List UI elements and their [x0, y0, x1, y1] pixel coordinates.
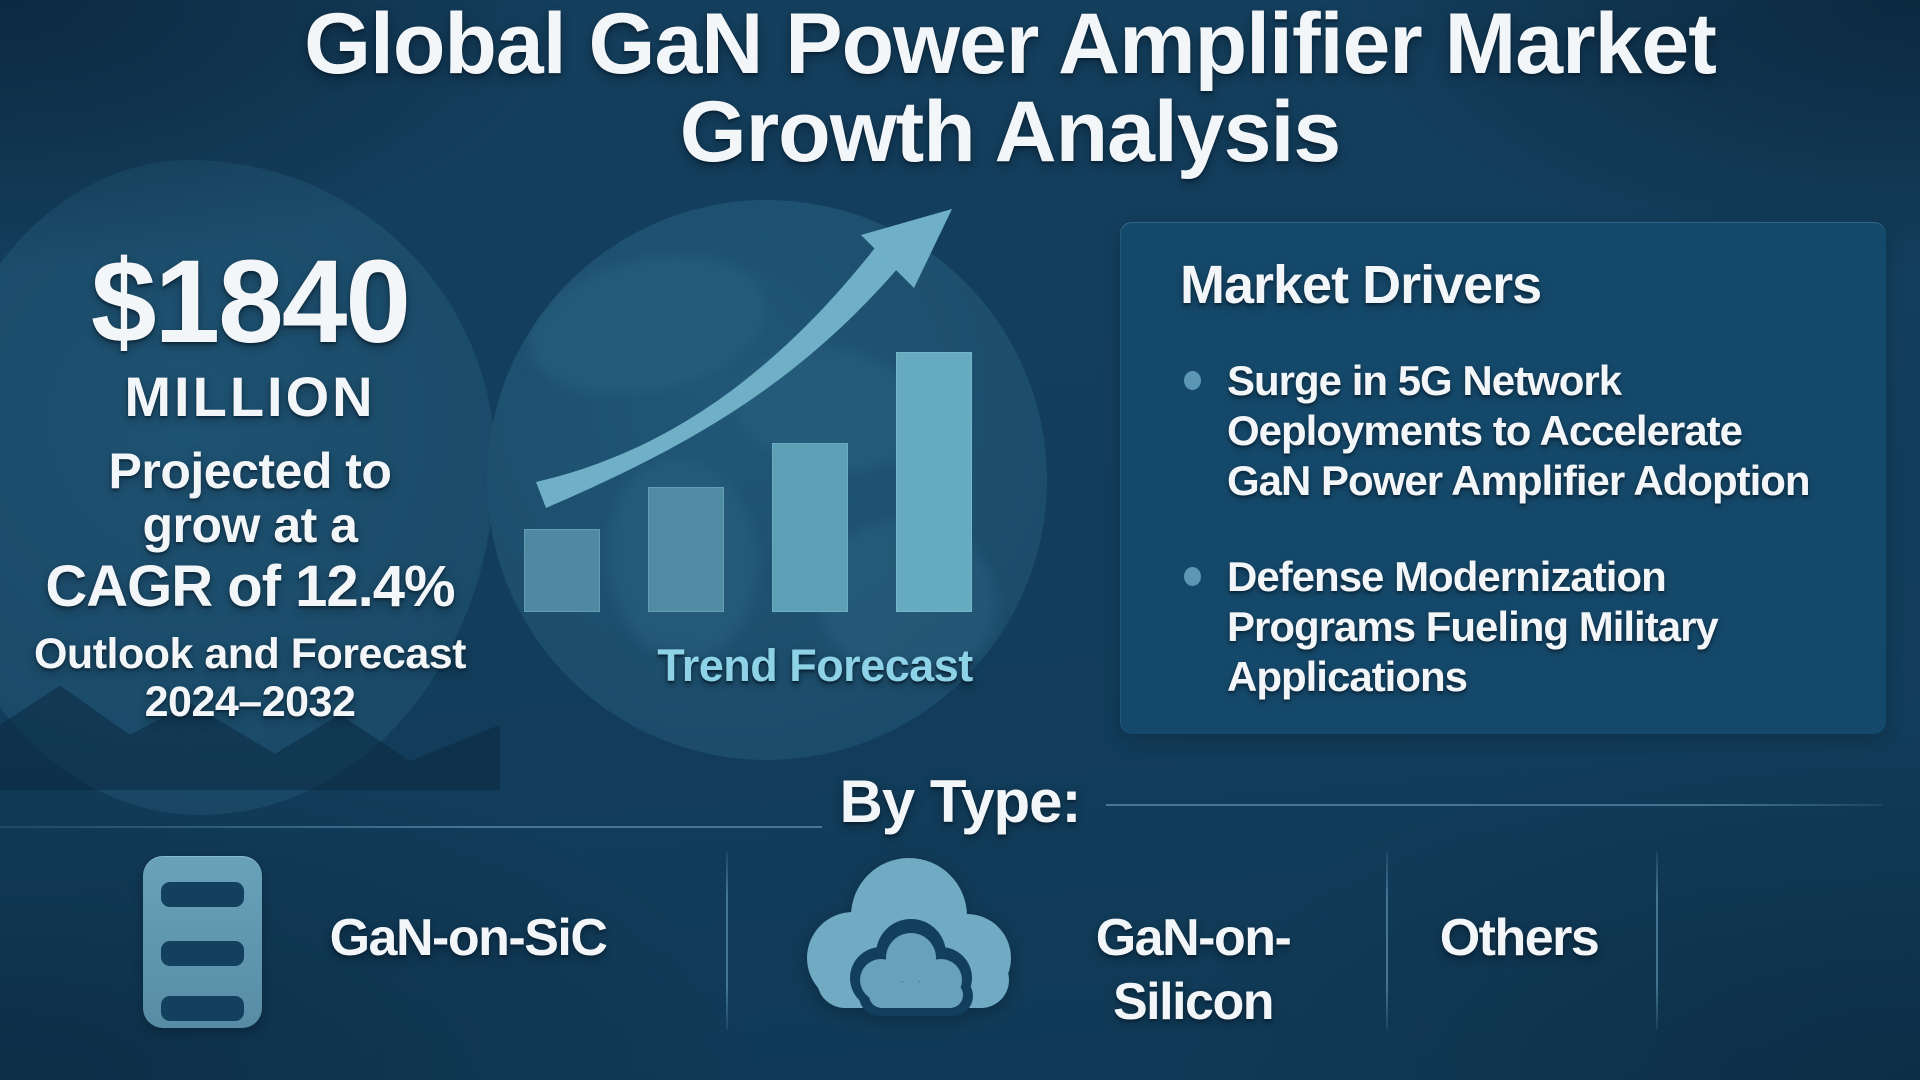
trend-bar — [772, 443, 848, 612]
type-label-gan-on-sic: GaN-on-SiC — [329, 909, 608, 967]
market-drivers-heading: Market Drivers — [1180, 255, 1542, 315]
cloud-icon — [807, 858, 1011, 1016]
page-title-line1: Global GaN Power Amplifier Market — [304, 0, 1717, 92]
market-driver-text-line: Surge in 5G Network — [1227, 357, 1622, 404]
market-value: $1840 — [90, 236, 411, 368]
market-drivers-list: Surge in 5G Network Oeployments to Accel… — [1184, 356, 1846, 702]
market-driver-item: Defense Modernization Programs Fueling M… — [1184, 552, 1846, 702]
market-driver-text-line: Defense Modernization — [1227, 553, 1667, 600]
divider-vertical — [726, 852, 728, 1030]
trend-caption: Trend Forecast — [657, 640, 973, 691]
market-driver-text: Surge in 5G Network Oeployments to Accel… — [1227, 356, 1811, 506]
growth-text-line1: Projected to — [108, 443, 392, 499]
stat-block: $1840 MILLION Projected to grow at a CAG… — [15, 236, 485, 726]
market-drivers-panel: Market Drivers Surge in 5G Network Oeplo… — [1120, 222, 1886, 734]
market-driver-item: Surge in 5G Network Oeployments to Accel… — [1184, 356, 1846, 506]
trend-bar-group — [524, 352, 972, 612]
by-type-heading: By Type: — [839, 768, 1082, 835]
growth-text-line2: grow at a — [142, 497, 358, 553]
market-driver-text: Defense Modernization Programs Fueling M… — [1227, 552, 1719, 702]
type-label-gan-on-silicon: GaN-on-Silicon — [1095, 909, 1292, 1031]
page-title-line2: Growth Analysis — [679, 84, 1341, 180]
market-value-unit: MILLION — [124, 365, 376, 428]
forecast-years: 2024–2032 — [144, 678, 356, 726]
bullet-dot-icon — [1184, 567, 1201, 586]
cagr-text: CAGR of 12.4% — [45, 554, 455, 619]
server-icon — [143, 856, 262, 1028]
server-slot — [161, 882, 244, 907]
market-driver-text-line: Programs Fueling Military — [1227, 603, 1719, 650]
server-slot — [161, 941, 244, 966]
trend-bar — [896, 352, 972, 612]
trend-bar — [648, 487, 724, 612]
divider-vertical — [1656, 852, 1658, 1030]
server-slot — [161, 996, 244, 1021]
trend-bar — [524, 529, 600, 612]
market-driver-text-line: GaN Power Amplifier Adoption — [1227, 457, 1811, 504]
type-label-others: Others — [1439, 909, 1600, 967]
bullet-dot-icon — [1184, 371, 1201, 390]
market-driver-text-line: Oeployments to Accelerate — [1227, 407, 1743, 454]
market-driver-text-line: Applications — [1227, 653, 1468, 700]
outlook-text: Outlook and Forecast — [33, 630, 467, 678]
divider-right — [1106, 804, 1882, 806]
